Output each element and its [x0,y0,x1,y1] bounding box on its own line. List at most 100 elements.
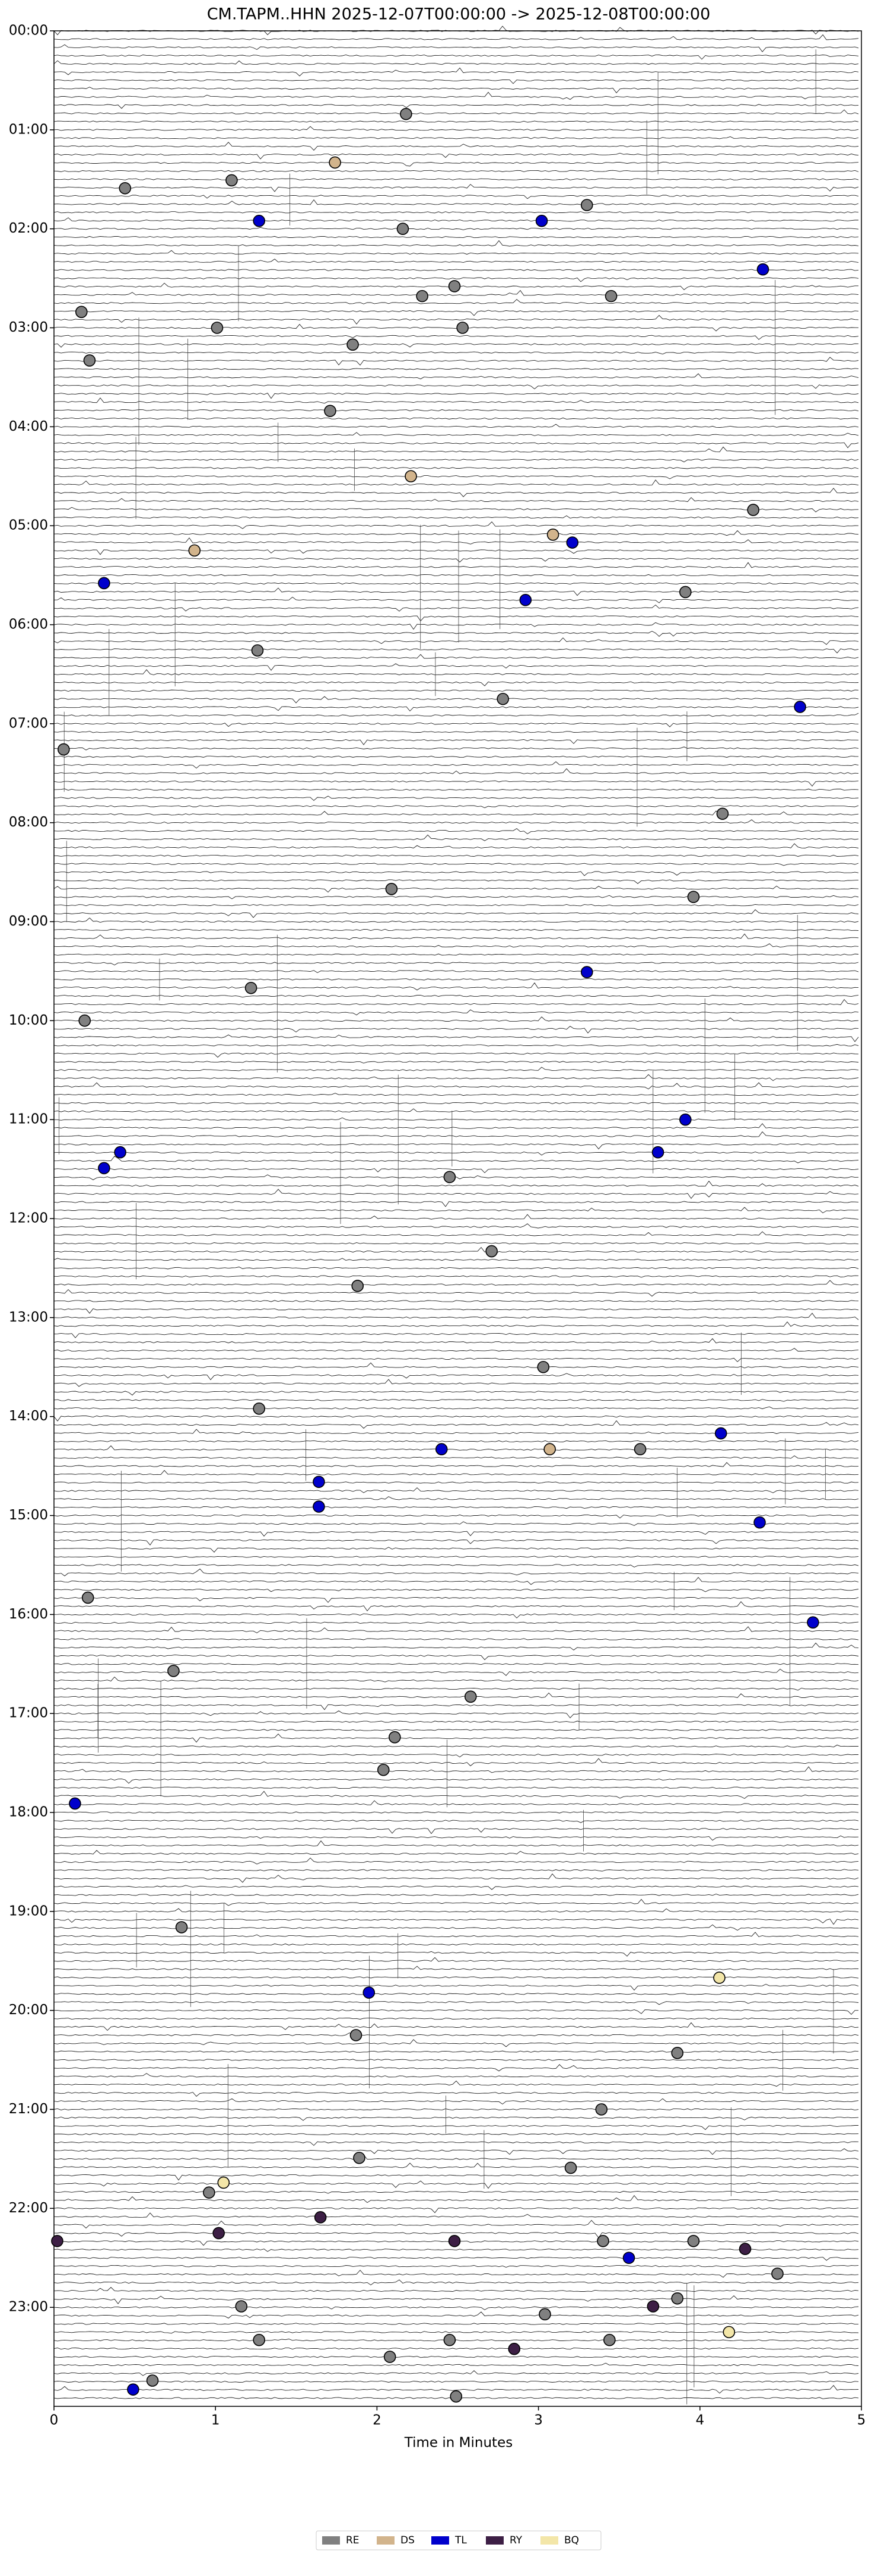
trace [53,788,859,791]
event-marker [188,544,201,557]
trace [53,537,859,545]
trace [53,373,859,380]
trace [53,780,859,787]
trace [53,755,859,758]
event-marker [98,577,110,590]
trace [53,834,859,841]
event-marker [687,2235,700,2247]
legend-label: BQ [564,2534,579,2546]
trace [53,87,859,94]
trace [53,1152,859,1156]
legend-swatch [322,2536,340,2545]
trace [53,805,859,809]
trace [53,2073,859,2078]
event-marker [211,322,224,334]
legend-label: RE [346,2534,360,2546]
trace [53,1223,859,1229]
trace [53,432,859,436]
trace [53,2141,859,2146]
trace [53,1348,859,1352]
y-tick-label: 00:00 [9,23,48,39]
trace [53,314,859,325]
trace [53,909,859,918]
trace [53,689,859,692]
trace [53,126,859,131]
event-marker [687,891,700,904]
trace [53,871,859,876]
trace [53,663,859,671]
trace [53,796,859,801]
trace [53,1214,859,1220]
x-tick-label: 0 [50,2413,59,2428]
event-marker [537,1360,550,1373]
y-tick-label: 03:00 [9,320,48,335]
event-marker [546,528,559,541]
event-marker [83,354,96,367]
event-marker [679,1113,692,1126]
trace [53,2362,859,2367]
trace [53,1758,859,1767]
event-marker [605,290,618,303]
trace [53,335,859,340]
trace [53,1156,859,1163]
trace [53,393,859,399]
trace [53,1117,859,1121]
trace [54,1174,859,1181]
event-marker [794,701,806,713]
trace [53,1034,859,1042]
y-tick-label: 02:00 [9,221,48,236]
trace [53,1052,859,1058]
event-marker [597,2235,609,2247]
trace [53,1429,859,1438]
trace [53,637,859,645]
event-marker [671,2047,683,2059]
event-marker [508,2342,521,2355]
event-marker [443,2333,456,2346]
event-marker [416,290,428,303]
trace [53,357,859,366]
trace [53,1357,859,1362]
trace [53,696,859,704]
trace [53,1564,859,1568]
trace [53,109,859,115]
trace [53,34,859,40]
trace [53,277,859,282]
trace [53,250,859,255]
legend-swatch [431,2536,449,2545]
trace [53,2286,859,2292]
trace [53,1791,859,1799]
event-marker [127,2383,139,2396]
trace [53,1778,859,1784]
event-marker [435,1443,448,1456]
trace [53,587,859,596]
event-marker [175,1921,188,1933]
trace [53,1275,859,1278]
trace [54,2022,859,2031]
trace [53,1908,859,1913]
trace [53,843,859,849]
trace [53,479,859,486]
trace [53,298,859,304]
trace [53,91,859,100]
trace [53,290,859,296]
trace [53,1588,859,1592]
y-tick-label: 13:00 [9,1309,48,1325]
event-marker [771,2267,784,2280]
event-marker [253,215,265,227]
y-tick-label: 23:00 [9,2300,48,2315]
legend-box [316,2530,602,2550]
event-marker [81,1591,94,1604]
event-marker [651,1146,664,1159]
event-marker [400,107,412,120]
trace [53,706,859,712]
legend-swatch [377,2536,395,2545]
trace [53,2174,859,2181]
event-marker [313,1500,325,1513]
trace [53,2059,859,2061]
event-marker [566,536,579,549]
event-marker [353,2151,365,2164]
trace [53,2133,859,2135]
trace [53,1332,859,1338]
trace [53,1692,859,1698]
trace [53,136,859,139]
